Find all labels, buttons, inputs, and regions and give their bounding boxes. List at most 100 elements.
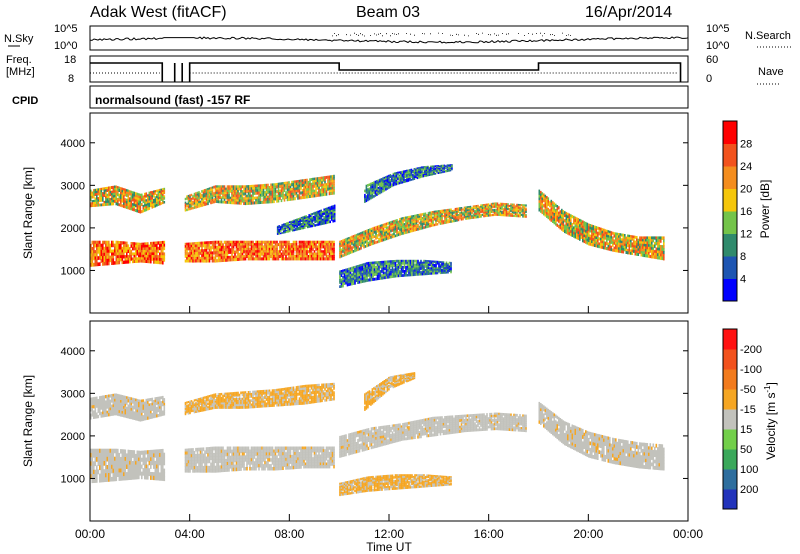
echo-cell bbox=[256, 196, 259, 200]
echo-cell bbox=[440, 168, 443, 171]
echo-cell bbox=[312, 180, 314, 184]
echo-cell bbox=[538, 200, 541, 204]
echo-cell bbox=[357, 235, 359, 239]
echo-cell bbox=[442, 270, 445, 273]
echo-cell bbox=[427, 225, 430, 228]
echo-cell bbox=[205, 202, 208, 206]
echo-cell bbox=[333, 186, 335, 190]
echo-cell bbox=[342, 254, 344, 257]
echo-cell bbox=[109, 243, 112, 248]
echo-cell bbox=[487, 211, 490, 214]
echo-cell bbox=[384, 229, 386, 233]
echo-cell bbox=[391, 227, 394, 230]
echo-cell bbox=[448, 210, 451, 213]
echo-cell bbox=[160, 198, 163, 201]
echo-cell bbox=[430, 168, 432, 170]
echo-cell bbox=[135, 249, 137, 253]
echo-cell bbox=[517, 213, 520, 216]
echo-cell bbox=[445, 267, 448, 270]
echo-cell bbox=[304, 240, 307, 244]
echo-cell bbox=[220, 258, 223, 263]
echo-cell bbox=[148, 257, 151, 261]
echo-cell bbox=[288, 188, 290, 192]
echo-cell bbox=[349, 269, 352, 273]
echo-cell bbox=[399, 218, 401, 221]
nave-label: Nave bbox=[758, 66, 784, 78]
echo-cell bbox=[466, 209, 469, 212]
echo-cell bbox=[265, 257, 268, 261]
echo-cell bbox=[370, 240, 373, 244]
echo-cell bbox=[214, 251, 217, 255]
echo-cell bbox=[100, 196, 103, 200]
echo-cell bbox=[150, 197, 152, 201]
echo-cell bbox=[94, 256, 97, 261]
echo-cell bbox=[276, 245, 278, 249]
echo-cell bbox=[489, 214, 491, 217]
echo-cell bbox=[232, 196, 235, 200]
echo-cell bbox=[102, 194, 104, 198]
echo-cell bbox=[352, 266, 355, 270]
echo-cell bbox=[403, 270, 406, 273]
echo-cell bbox=[256, 245, 259, 249]
echo-cell bbox=[135, 257, 137, 261]
echo-cell bbox=[383, 183, 386, 187]
echo-cell bbox=[118, 258, 121, 262]
echo-cell bbox=[631, 237, 634, 241]
echo-cell bbox=[442, 170, 444, 173]
echo-cell bbox=[243, 257, 245, 261]
echo-cell bbox=[310, 187, 313, 191]
echo-cell bbox=[258, 198, 260, 202]
echo-cell bbox=[106, 249, 109, 254]
echo-cell bbox=[305, 224, 307, 227]
echo-cell bbox=[303, 188, 305, 192]
echo-cell bbox=[308, 217, 310, 220]
echo-cell bbox=[258, 257, 260, 261]
echo-cell bbox=[120, 241, 122, 245]
echo-cell bbox=[201, 256, 203, 260]
echo-cell bbox=[333, 204, 336, 208]
echo-cell bbox=[358, 278, 361, 282]
echo-cell bbox=[434, 167, 437, 170]
echo-cell bbox=[392, 174, 395, 177]
echo-cell bbox=[398, 182, 401, 185]
echo-cell bbox=[273, 245, 275, 249]
echo-cell bbox=[613, 248, 616, 252]
echo-cell bbox=[598, 227, 601, 231]
echo-cell bbox=[453, 211, 455, 214]
echo-cell bbox=[94, 191, 97, 194]
echo-cell bbox=[315, 240, 317, 244]
echo-cell bbox=[120, 249, 122, 253]
echo-cell bbox=[201, 202, 203, 205]
echo-cell bbox=[379, 233, 382, 236]
echo-cell bbox=[385, 229, 388, 232]
echo-cell bbox=[96, 201, 98, 205]
echo-cell bbox=[510, 214, 512, 217]
echo-cell bbox=[285, 222, 288, 225]
echo-cell bbox=[630, 251, 632, 255]
echo-cell bbox=[388, 178, 390, 181]
echo-cell bbox=[90, 191, 92, 195]
echo-cell bbox=[432, 265, 434, 268]
echo-cell bbox=[392, 179, 395, 182]
echo-cell bbox=[429, 269, 431, 272]
echo-cell bbox=[377, 190, 380, 194]
echo-cell bbox=[510, 208, 512, 211]
echo-cell bbox=[437, 171, 440, 173]
echo-cell bbox=[428, 168, 431, 170]
echo-cell bbox=[250, 184, 253, 188]
echo-cell bbox=[403, 173, 405, 176]
echo-cell bbox=[112, 240, 115, 245]
echo-cell bbox=[478, 206, 481, 209]
echo-cell bbox=[628, 241, 631, 245]
echo-cell bbox=[633, 240, 635, 244]
echo-cell bbox=[342, 282, 344, 286]
echo-cell bbox=[271, 197, 274, 201]
echo-cell bbox=[216, 189, 218, 193]
echo-cell bbox=[403, 218, 406, 222]
echo-cell bbox=[219, 200, 221, 204]
echo-cell bbox=[299, 223, 301, 226]
echo-cell bbox=[202, 254, 205, 258]
echo-cell bbox=[496, 213, 499, 216]
echo-cell bbox=[426, 269, 428, 272]
echo-cell bbox=[618, 235, 620, 239]
